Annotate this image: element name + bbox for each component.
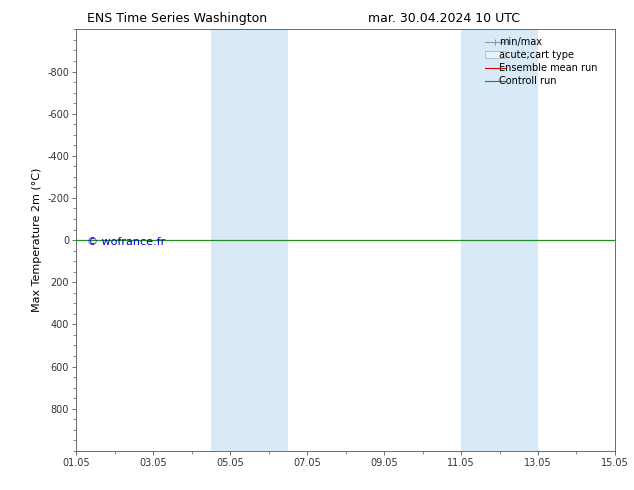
Bar xyxy=(249,29,288,451)
Bar xyxy=(210,29,249,451)
Bar xyxy=(461,29,500,451)
Y-axis label: Max Temperature 2m (°C): Max Temperature 2m (°C) xyxy=(32,168,42,312)
Legend: min/max, acute;cart type, Ensemble mean run, Controll run: min/max, acute;cart type, Ensemble mean … xyxy=(482,34,610,89)
Bar xyxy=(500,29,538,451)
Text: © wofrance.fr: © wofrance.fr xyxy=(87,237,165,247)
Text: mar. 30.04.2024 10 UTC: mar. 30.04.2024 10 UTC xyxy=(368,12,520,25)
Text: ENS Time Series Washington: ENS Time Series Washington xyxy=(87,12,268,25)
